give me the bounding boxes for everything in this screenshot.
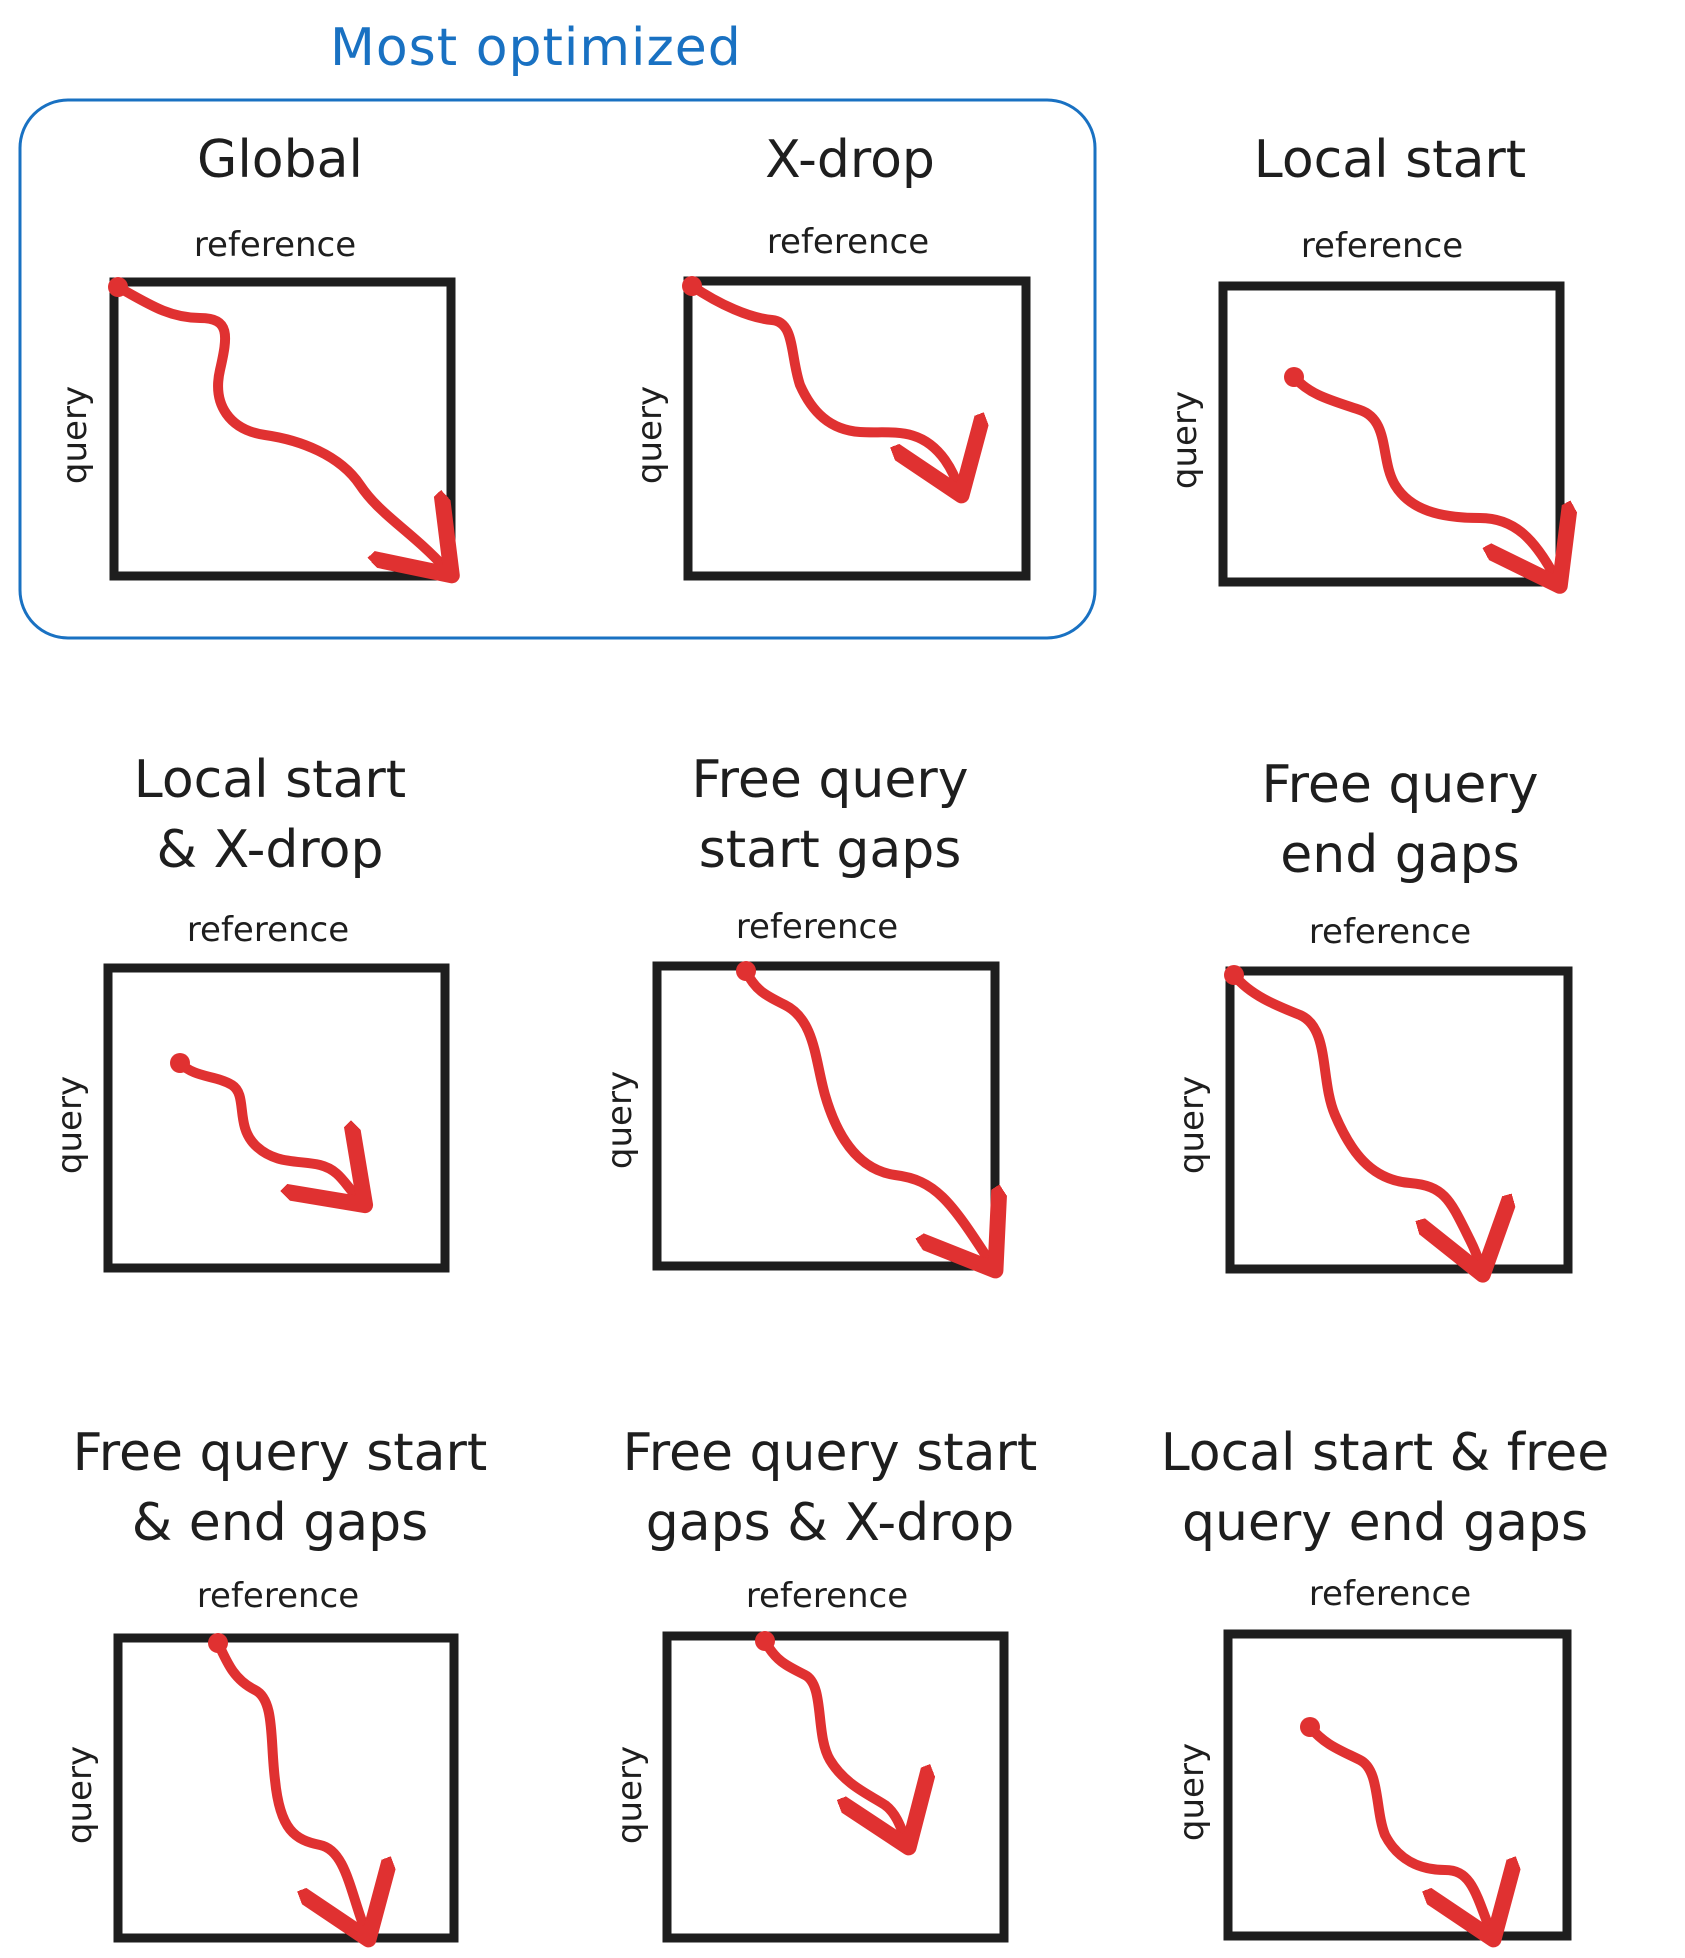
alignment-path-local-free-end [1305, 1722, 1490, 1930]
query-label: query [60, 1745, 100, 1845]
alignment-path-free-start-xdrop [760, 1636, 905, 1838]
query-label: query [600, 1070, 640, 1170]
query-label: query [1172, 1742, 1212, 1842]
most-optimized-frame [18, 98, 1097, 640]
alignment-path-free-query-end [1229, 970, 1480, 1265]
start-dot-local-free-end [1300, 1717, 1320, 1737]
reference-label: reference [1300, 226, 1464, 266]
alignment-path-local-start-xdrop [175, 1058, 358, 1198]
reference-label: reference [196, 1576, 360, 1616]
matrix-box-local-free-end [1223, 1629, 1572, 1941]
start-dot-local-start [1284, 367, 1304, 387]
start-dot-free-query-end [1224, 965, 1244, 985]
query-label: query [610, 1745, 650, 1845]
alignment-path-global [113, 282, 445, 568]
reference-label: reference [186, 910, 350, 950]
panel-title-free-query-start: Free query start gaps [691, 750, 969, 880]
reference-label: reference [745, 1576, 909, 1616]
panel-title-free-start-xdrop: Free query start gaps & X-drop [622, 1423, 1038, 1553]
matrix-box-local-start [1218, 281, 1565, 587]
start-dot-global [108, 277, 128, 297]
panel-title-free-query-end: Free query end gaps [1261, 755, 1539, 885]
reference-label: reference [193, 225, 357, 265]
panel-title-local-start: Local start [1253, 130, 1527, 190]
query-label: query [630, 385, 670, 485]
query-label: query [1172, 1075, 1212, 1175]
reference-label: reference [1308, 912, 1472, 952]
matrix-box-global [109, 277, 456, 581]
alignment-path-local-start [1289, 372, 1555, 577]
matrix-box-free-query-end [1225, 966, 1573, 1274]
start-dot-free-query-start [736, 961, 756, 981]
alignment-path-free-start-end [213, 1638, 365, 1930]
panel-title-local-start-xdrop: Local start & X-drop [133, 750, 407, 880]
matrix-box-free-start-end [113, 1633, 459, 1943]
query-label: query [55, 385, 95, 485]
reference-label: reference [1308, 1574, 1472, 1614]
alignment-path-xdrop [687, 281, 958, 486]
matrix-box-xdrop [683, 276, 1031, 581]
query-label: query [1165, 390, 1205, 490]
start-dot-xdrop [682, 276, 702, 296]
panel-title-local-free-end: Local start & free query end gaps [1160, 1423, 1610, 1553]
reference-label: reference [766, 222, 930, 262]
group-title: Most optimized [330, 18, 742, 78]
alignment-path-free-query-start [741, 966, 990, 1262]
start-dot-free-start-end [208, 1633, 228, 1653]
panel-title-xdrop: X-drop [765, 130, 935, 190]
query-label: query [50, 1075, 90, 1175]
panel-title-global: Global [197, 130, 363, 190]
start-dot-local-start-xdrop [170, 1053, 190, 1073]
reference-label: reference [735, 907, 899, 947]
start-dot-free-start-xdrop [755, 1631, 775, 1651]
matrix-box-free-query-start [652, 961, 1000, 1271]
panel-title-free-start-end: Free query start & end gaps [72, 1423, 488, 1553]
matrix-box-local-start-xdrop [103, 963, 450, 1273]
matrix-box-free-start-xdrop [662, 1631, 1009, 1943]
